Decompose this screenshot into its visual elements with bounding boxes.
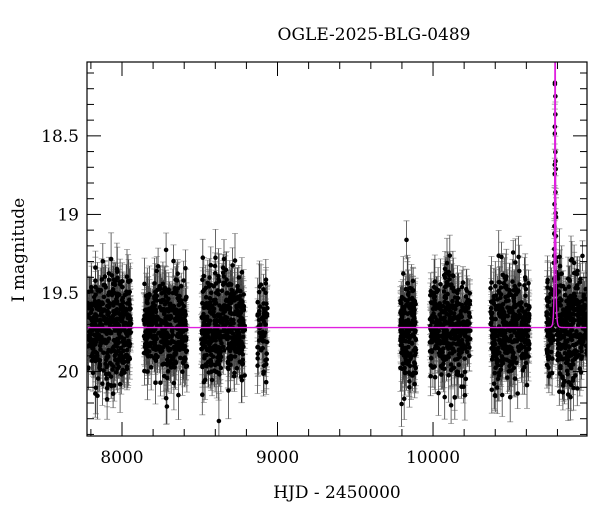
chart-title: OGLE-2025-BLG-0489 bbox=[278, 25, 471, 45]
y-tick-label: 19 bbox=[57, 205, 79, 225]
plot-frame bbox=[86, 61, 588, 437]
x-tick-label: 9000 bbox=[256, 448, 299, 468]
axis-ticks bbox=[87, 62, 587, 436]
y-tick-label: 19.5 bbox=[41, 284, 79, 304]
y-tick-label: 18.5 bbox=[41, 127, 79, 147]
x-tick-labels: 8000 9000 10000 bbox=[100, 448, 460, 468]
y-tick-label: 20 bbox=[57, 363, 79, 383]
x-tick-label: 10000 bbox=[406, 448, 460, 468]
x-axis-label: HJD - 2450000 bbox=[273, 483, 401, 503]
y-tick-labels: 18.5 19 19.5 20 bbox=[41, 127, 79, 383]
data-points bbox=[87, 62, 587, 436]
x-tick-label: 8000 bbox=[100, 448, 143, 468]
model-curve bbox=[87, 62, 587, 329]
y-axis-label: I magnitude bbox=[9, 198, 29, 302]
